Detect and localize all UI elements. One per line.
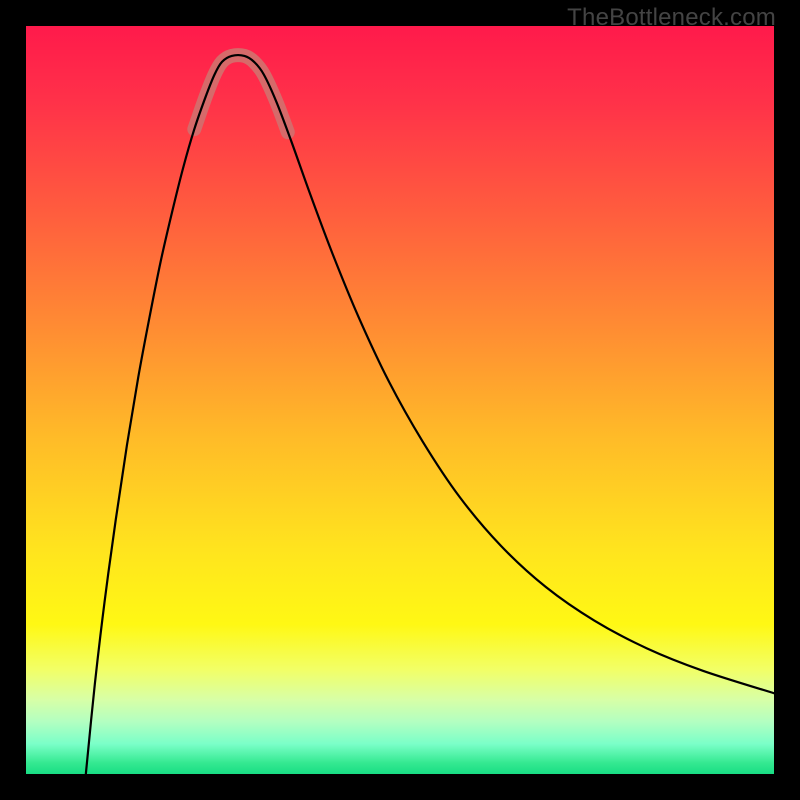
- watermark-text: TheBottleneck.com: [567, 4, 776, 32]
- chart-frame: TheBottleneck.com: [0, 0, 800, 800]
- plot-background: [26, 26, 774, 774]
- bottleneck-chart: [0, 0, 800, 800]
